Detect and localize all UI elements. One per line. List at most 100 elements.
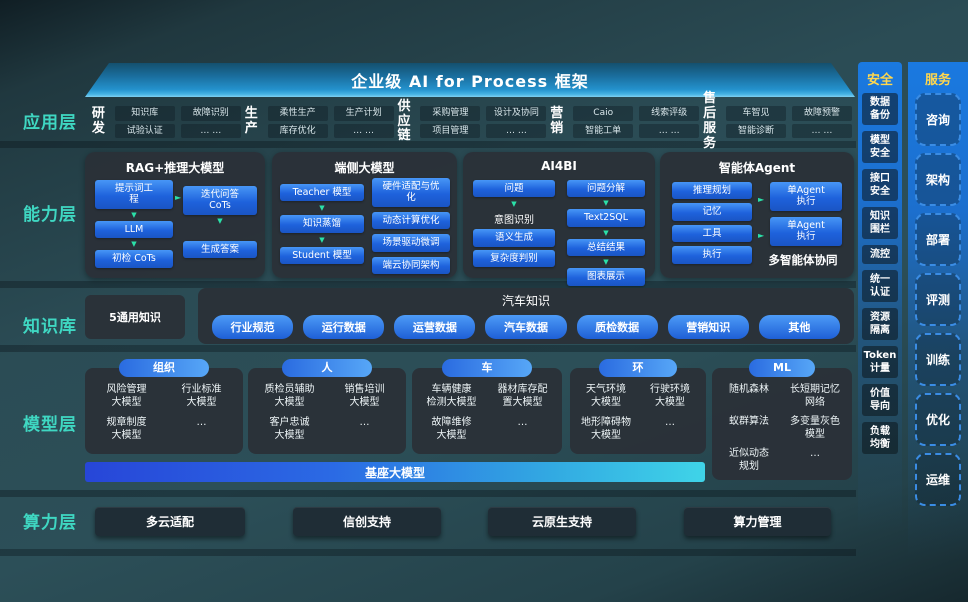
multi-agent-caption: 多智能体协同 xyxy=(768,253,838,267)
service-item-list: 咨询 架构 部署 评测 训练 优化 运维 xyxy=(908,93,968,506)
agent-node: 推理规划 xyxy=(672,182,752,200)
chip-column: 采购管理 项目管理 xyxy=(420,105,481,139)
arrow-down-icon: ▼ xyxy=(319,204,325,213)
flow-node: Text2SQL xyxy=(567,209,645,227)
app-item: 故障识别 xyxy=(180,105,241,121)
compute-box-management: 算力管理 xyxy=(684,507,831,536)
app-group-label: 研发 xyxy=(91,106,105,136)
knowledge-pill: 其他 xyxy=(758,315,840,339)
list-column: 硬件适配与优 化 动态计算优化 场景驱动微调 端云协同架构 xyxy=(372,178,450,274)
security-item: 价值 导向 xyxy=(862,384,898,416)
app-item: 知识库 xyxy=(114,105,175,121)
app-item: 试验认证 xyxy=(114,123,175,139)
chip-column: 设计及协同 … … xyxy=(486,105,547,139)
flow-node: 问题分解 xyxy=(567,180,645,198)
base-model-bar: 基座大模型 xyxy=(85,462,705,482)
model-cell: 长短期记忆 网络 xyxy=(790,384,840,408)
model-grid: 随机森林 长短期记忆 网络 蚁群算法 多变量灰色 模型 近似动态 规划 … xyxy=(712,368,852,477)
app-item: … … xyxy=(639,123,700,139)
chip-column: 故障识别 … … xyxy=(180,105,241,139)
chip-column: Caio 智能工单 xyxy=(573,105,634,139)
model-cell: … xyxy=(196,417,207,428)
security-item: 数据 备份 xyxy=(862,93,898,125)
arrow-down-icon: ▼ xyxy=(217,216,223,225)
spacer xyxy=(183,227,257,239)
row-divider xyxy=(0,141,856,148)
app-item: 智能工单 xyxy=(573,123,634,139)
arrow-right-icon: ► xyxy=(758,231,765,240)
chip-column: 线索评级 … … xyxy=(639,105,700,139)
flow-column: 迭代问答 CoTs ▼ 生成答案 xyxy=(183,186,257,259)
app-item: … … xyxy=(486,123,547,139)
knowledge-pill: 质检数据 xyxy=(576,315,658,339)
flow-node: 问题 xyxy=(473,180,555,198)
app-item: 线索评级 xyxy=(639,105,700,121)
model-cell: … xyxy=(517,417,528,428)
app-item: 故障预警 xyxy=(791,105,852,121)
compute-label: 云原生支持 xyxy=(531,515,592,529)
flow-column: 单Agent 执行 单Agent 执行 xyxy=(770,182,842,246)
knowledge-pill: 运行数据 xyxy=(303,315,385,339)
app-group-marketing: 营销 Caio 智能工单 线索评级 … … xyxy=(546,105,700,139)
model-cell: 近似动态 规划 xyxy=(729,448,769,472)
capability-box-title: 智能体Agent xyxy=(718,161,796,175)
compute-box-cloudnative: 云原生支持 xyxy=(488,507,636,536)
flow-node: 图表展示 xyxy=(567,268,645,286)
layer-label-knowledge: 知识库 xyxy=(23,317,77,337)
agent-node: 记忆 xyxy=(672,203,752,221)
knowledge-pill: 汽车数据 xyxy=(485,315,567,339)
service-item: 部署 xyxy=(915,213,961,266)
chip-column: 柔性生产 库存优化 xyxy=(267,105,328,139)
flow-text: 意图识别 xyxy=(494,215,534,227)
capability-box-edge-model: 端侧大模型 Teacher 模型 ▼ 知识蒸馏 ▼ Student 模型 硬件适… xyxy=(272,152,457,278)
model-group-people: 人 质检员辅助 大模型 销售培训 大模型 客户忠诚 大模型 … xyxy=(248,359,406,454)
app-group-label: 营销 xyxy=(550,106,564,136)
agent-node: 工具 xyxy=(672,224,752,243)
model-grid: 天气环境 大模型 行驶环境 大模型 地形障碍物 大模型 … xyxy=(570,368,706,446)
model-group-vehicle: 车 车辆健康 检测大模型 器材库存配 置大模型 故障维修 大模型 … xyxy=(412,359,562,454)
model-cell: … xyxy=(359,417,370,428)
list-node: 端云协同架构 xyxy=(372,256,450,274)
app-item: 智能诊断 xyxy=(725,123,786,139)
list-node: 场景驱动微调 xyxy=(372,234,450,252)
knowledge-pill: 营销知识 xyxy=(667,315,749,339)
security-item: Token 计量 xyxy=(862,346,898,378)
flow-node: Student 模型 xyxy=(280,246,364,265)
capability-box-title: RAG+推理大模型 xyxy=(125,161,225,175)
row-divider xyxy=(0,345,856,352)
service-item: 评测 xyxy=(915,273,961,326)
layer-label-compute: 算力层 xyxy=(23,513,77,533)
app-item: … … xyxy=(333,123,394,139)
security-item: 统一 认证 xyxy=(862,270,898,302)
flow-node: 生成答案 xyxy=(183,240,257,259)
model-group-header: 组织 xyxy=(119,359,209,377)
flow-column: Teacher 模型 ▼ 知识蒸馏 ▼ Student 模型 xyxy=(280,184,364,265)
service-item: 咨询 xyxy=(915,93,961,146)
app-group-label: 生产 xyxy=(244,106,258,136)
knowledge-pill: 行业规范 xyxy=(212,315,294,339)
base-model-label: 基座大模型 xyxy=(364,465,425,480)
arrow-down-icon: ▼ xyxy=(511,200,517,209)
model-cell: 客户忠诚 大模型 xyxy=(269,417,310,441)
knowledge-pill-row: 行业规范 运行数据 运营数据 汽车数据 质检数据 营销知识 其他 xyxy=(198,309,854,339)
model-cell: 行业标准 大模型 xyxy=(181,384,222,408)
arrow-right-icon: ► xyxy=(758,195,765,204)
app-item: 设计及协同 xyxy=(486,105,547,121)
model-cell: … xyxy=(665,417,675,428)
list-column: 推理规划 记忆 工具 执行 xyxy=(672,182,752,264)
flow-node: 迭代问答 CoTs xyxy=(183,186,257,215)
list-node: 硬件适配与优 化 xyxy=(372,178,450,207)
arrow-right-icon: ► xyxy=(175,193,182,202)
model-cell: 故障维修 大模型 xyxy=(431,417,472,441)
flow-node: 初检 CoTs xyxy=(95,250,173,268)
security-item-list: 数据 备份 模型 安全 接口 安全 知识 围栏 流控 统一 认证 资源 隔离 T… xyxy=(858,93,902,454)
security-header: 安全 xyxy=(866,73,893,88)
app-item: … … xyxy=(180,123,241,139)
service-header: 服务 xyxy=(924,73,951,88)
arrow-down-icon: ▼ xyxy=(603,258,609,267)
arrow-down-icon: ▼ xyxy=(319,235,325,244)
flow-node: Teacher 模型 xyxy=(280,184,364,202)
model-cell: … xyxy=(810,448,820,459)
layer-label-application: 应用层 xyxy=(23,113,77,133)
flow-node: 知识蒸馏 xyxy=(280,215,364,233)
